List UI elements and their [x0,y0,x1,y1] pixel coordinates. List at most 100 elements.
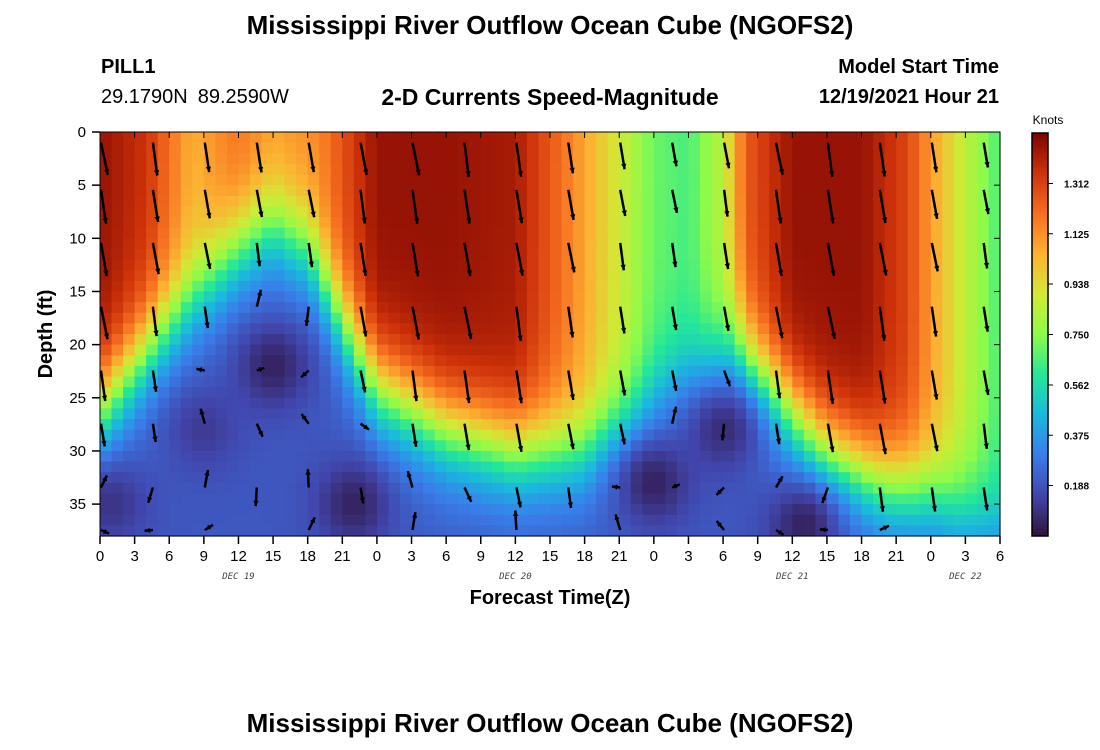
heatmap-cell [988,514,1001,526]
heatmap-cell [192,280,205,293]
heatmap-cell [365,334,378,346]
heatmap-cell [792,450,805,463]
heatmap-cell [192,387,205,399]
heatmap-cell [688,387,701,399]
heatmap-cell [100,185,113,197]
heatmap-cell [434,397,447,410]
heatmap-cell [538,408,551,420]
heatmap-cell [619,270,632,282]
heatmap-cell [261,440,274,452]
heatmap-cell [688,429,701,441]
heatmap-cell [838,461,851,473]
heatmap-cell [561,163,574,176]
heatmap-cell [434,206,447,218]
heatmap-cell [792,185,805,197]
heatmap-cell [203,323,216,335]
heatmap-cell [907,408,920,420]
heatmap-cell [411,419,424,431]
heatmap-cell [700,334,713,346]
heatmap-cell [296,206,309,218]
heatmap-cell [169,174,182,186]
heatmap-cell [607,419,620,431]
heatmap-cell [676,450,690,463]
heatmap-cell [469,195,482,208]
heatmap-cell [596,461,609,473]
heatmap-cell [180,493,193,505]
heatmap-cell [815,217,828,229]
heatmap-cell [400,387,413,399]
heatmap-cell [688,153,701,165]
heatmap-cell [353,248,366,261]
heatmap-cell [157,450,170,463]
heatmap-cell [573,429,586,441]
vector-arrowhead [829,171,835,177]
heatmap-cell [884,387,897,399]
heatmap-cell [596,355,609,367]
heatmap-cell [457,355,470,367]
heatmap-cell [861,163,874,176]
heatmap-cell [757,163,770,176]
heatmap-cell [988,302,1001,314]
heatmap-cell [769,259,782,271]
heatmap-cell [838,355,851,367]
heatmap-cell [861,142,874,154]
heatmap-cell [607,270,620,282]
heatmap-cell [942,504,955,516]
vector-arrowhead [778,270,784,276]
heatmap-cell [653,408,666,420]
vector-arrowhead [620,264,626,271]
vector-arrowhead [672,261,678,268]
heatmap-cell [180,248,193,261]
heatmap-cell [700,397,713,410]
heatmap-cell [250,397,263,410]
heatmap-cell [665,334,678,346]
heatmap-cell [526,291,540,303]
heatmap-cell [492,493,505,505]
heatmap-cell [826,376,840,388]
heatmap-cell [907,450,920,463]
heatmap-cell [942,227,955,239]
heatmap-cell [988,217,1001,229]
heatmap-cell [469,206,482,218]
heatmap-cell [469,482,482,495]
heatmap-cell [388,270,401,282]
heatmap-cell [688,344,701,356]
heatmap-cell [607,291,620,303]
vector-arrowhead [720,434,726,441]
heatmap-cell [307,493,320,505]
vector-arrowhead [984,208,990,215]
heatmap-cell [376,514,390,526]
heatmap-cell [561,429,574,441]
vector-arrowhead [466,270,472,277]
heatmap-cell [469,461,482,473]
heatmap-cell [365,142,378,154]
vector-arrowhead [206,263,212,269]
heatmap-cell [180,174,193,186]
heatmap-cell [642,397,655,410]
heatmap-cell [838,132,851,144]
vector-arrowhead [569,443,575,450]
heatmap-cell [607,163,620,176]
heatmap-cell [757,132,770,144]
heatmap-cell [826,132,840,144]
heatmap-cell [215,440,228,452]
heatmap-cell [676,163,690,176]
heatmap-cell [965,461,978,473]
heatmap-cell [711,461,724,473]
heatmap-cell [653,365,666,378]
heatmap-cell [746,504,759,516]
heatmap-cell [803,472,816,484]
heatmap-cell [284,334,297,346]
heatmap-cell [815,195,828,208]
vector-arrow [774,142,784,175]
heatmap-cell [803,323,816,335]
heatmap-cell [423,270,436,282]
heatmap-cell [850,429,863,441]
heatmap-cell [169,493,182,505]
heatmap-cell [180,334,193,346]
heatmap-cell [538,291,551,303]
heatmap-cell [134,153,147,165]
heatmap-cell [584,472,597,484]
x-tick-label: 9 [754,548,762,565]
heatmap-cell [642,270,655,282]
